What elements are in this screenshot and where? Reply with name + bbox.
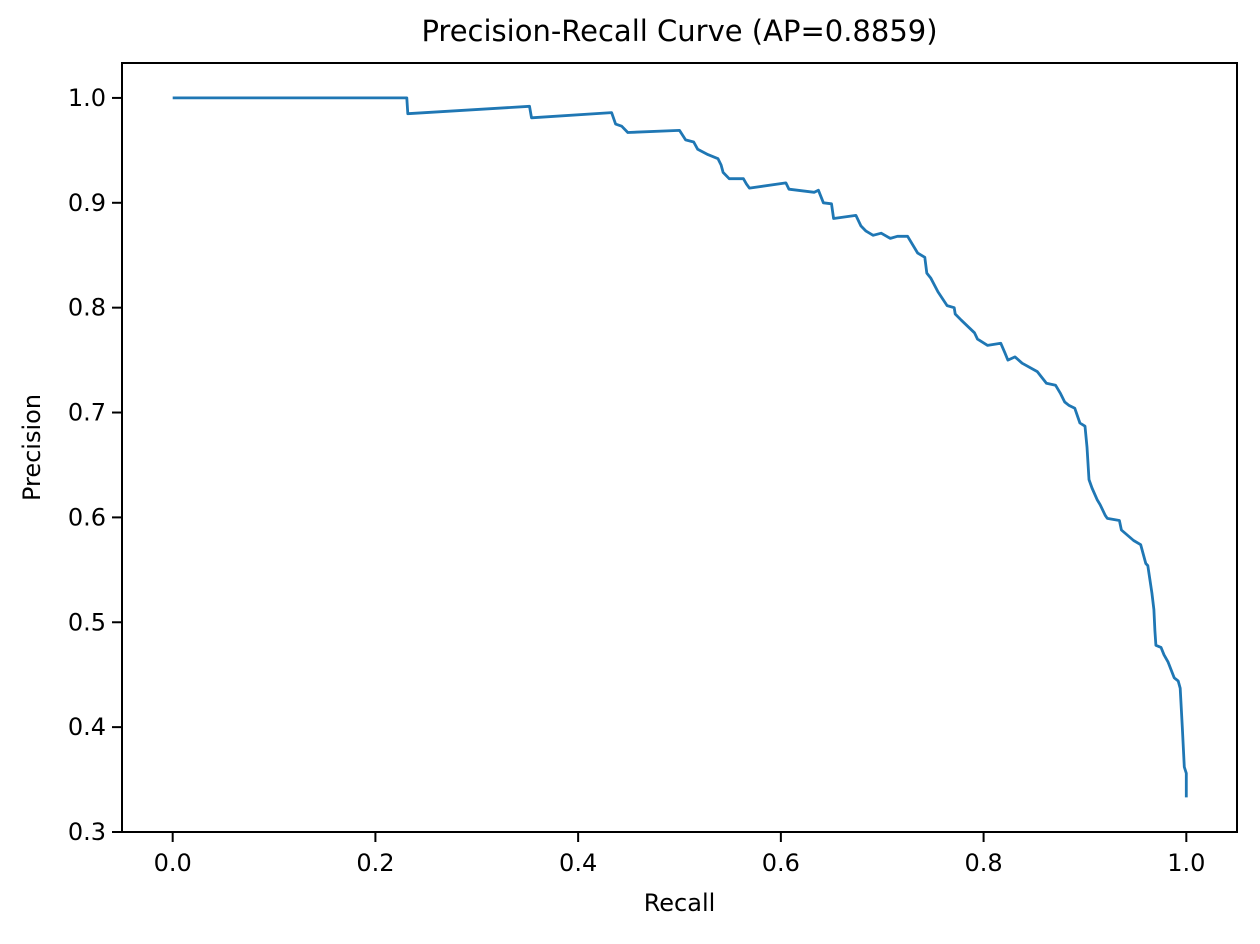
x-tick-label: 0.6 [762,849,800,877]
x-tick-label: 0.8 [965,849,1003,877]
y-tick-label: 0.5 [68,608,106,636]
chart-title: Precision-Recall Curve (AP=0.8859) [421,14,937,48]
pr-curve-line [172,96,1188,798]
x-tick-label: 0.2 [356,849,394,877]
y-tick-label: 1.0 [68,84,106,112]
y-tick-label: 0.8 [68,294,106,322]
y-axis-ticks: 0.3 0.4 0.5 0.6 0.7 0.8 0.9 1.0 [68,84,122,846]
x-tick-label: 0.4 [559,849,597,877]
y-tick-label: 0.9 [68,189,106,217]
y-axis-label: Precision [18,394,46,501]
x-axis-label: Recall [644,889,716,917]
y-tick-label: 0.7 [68,399,106,427]
y-tick-label: 0.6 [68,503,106,531]
y-tick-label: 0.4 [68,713,106,741]
y-tick-label: 0.3 [68,818,106,846]
x-tick-label: 1.0 [1167,849,1205,877]
x-axis-ticks: 0.0 0.2 0.4 0.6 0.8 1.0 [154,832,1205,877]
plot-area-frame [121,62,1238,833]
x-tick-label: 0.0 [154,849,192,877]
